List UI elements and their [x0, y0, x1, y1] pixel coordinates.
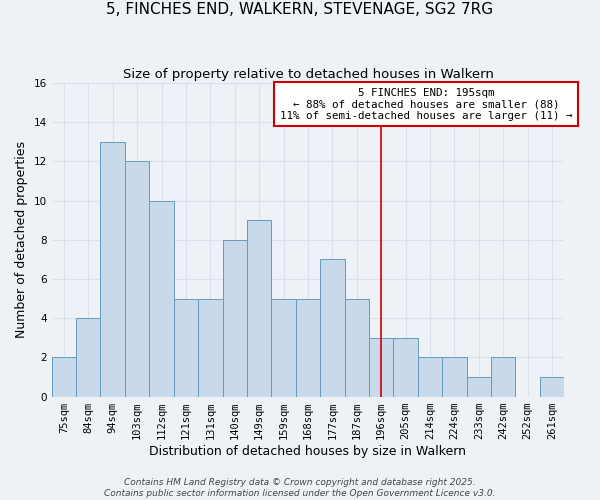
Bar	[76, 318, 100, 396]
Bar	[467, 377, 491, 396]
Title: Size of property relative to detached houses in Walkern: Size of property relative to detached ho…	[122, 68, 493, 80]
Bar	[271, 298, 296, 396]
Bar	[198, 298, 223, 396]
Bar	[320, 260, 344, 396]
Bar	[125, 162, 149, 396]
Bar	[296, 298, 320, 396]
Bar	[149, 200, 174, 396]
Bar	[394, 338, 418, 396]
Bar	[540, 377, 564, 396]
Bar	[52, 358, 76, 397]
Bar	[418, 358, 442, 397]
Text: 5, FINCHES END, WALKERN, STEVENAGE, SG2 7RG: 5, FINCHES END, WALKERN, STEVENAGE, SG2 …	[106, 2, 494, 18]
Bar	[344, 298, 369, 396]
Bar	[369, 338, 394, 396]
Bar	[491, 358, 515, 397]
Text: 5 FINCHES END: 195sqm
← 88% of detached houses are smaller (88)
11% of semi-deta: 5 FINCHES END: 195sqm ← 88% of detached …	[280, 88, 572, 121]
X-axis label: Distribution of detached houses by size in Walkern: Distribution of detached houses by size …	[149, 444, 466, 458]
Y-axis label: Number of detached properties: Number of detached properties	[15, 142, 28, 338]
Bar	[442, 358, 467, 397]
Bar	[100, 142, 125, 397]
Bar	[223, 240, 247, 396]
Bar	[174, 298, 198, 396]
Text: Contains HM Land Registry data © Crown copyright and database right 2025.
Contai: Contains HM Land Registry data © Crown c…	[104, 478, 496, 498]
Bar	[247, 220, 271, 396]
